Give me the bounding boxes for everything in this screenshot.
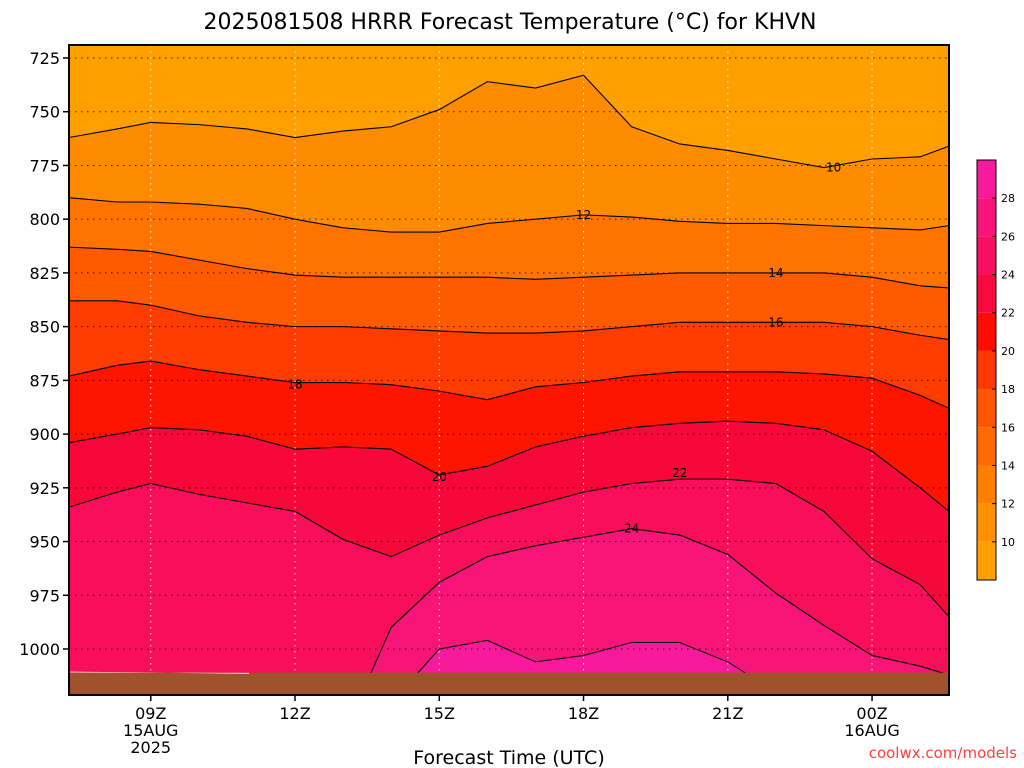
x-tick-label: 2025: [130, 738, 171, 757]
y-tick-label: 750: [29, 103, 60, 122]
isotherm-label-24: 24: [624, 522, 639, 536]
colorbar-frame: [976, 159, 997, 581]
x-tick-label: 18Z: [568, 704, 599, 723]
x-tick-label: 12Z: [279, 704, 310, 723]
ground-strip: [69, 671, 949, 695]
colorbar-tick-label: 10: [1001, 536, 1015, 549]
colorbar-tick-label: 24: [1001, 269, 1015, 282]
svg-text:14: 14: [768, 266, 783, 280]
x-tick-label: 16AUG: [844, 721, 899, 740]
isotherm-label-12: 12: [576, 208, 591, 222]
credit-text: coolwx.com/models: [869, 744, 1017, 762]
isotherm-labels: 10 12 14 16 18 20 22 24: [287, 161, 841, 536]
y-tick-label: 900: [29, 425, 60, 444]
y-tick-label: 1000: [19, 640, 60, 659]
x-tick-label: 00Z: [856, 704, 887, 723]
y-tick-label: 800: [29, 210, 60, 229]
x-tick-label: 15AUG: [123, 721, 178, 740]
colorbar-segment: [977, 427, 996, 466]
x-tick-label: 21Z: [712, 704, 743, 723]
y-tick-label: 775: [29, 156, 60, 175]
svg-text:16: 16: [768, 315, 783, 329]
ground-fill: [69, 672, 949, 695]
colorbar-tick-label: 26: [1001, 230, 1015, 243]
colorbar-segment: [977, 389, 996, 428]
isotherm-label-16: 16: [768, 315, 783, 329]
colorbar-tick-label: 20: [1001, 345, 1015, 358]
svg-text:10: 10: [826, 161, 841, 175]
isotherm-line-14: [69, 246, 949, 289]
isotherm-line-16: [69, 300, 949, 341]
isotherm-label-10: 10: [826, 161, 841, 175]
colorbar-segment: [977, 541, 996, 580]
svg-text:22: 22: [672, 466, 687, 480]
colorbar-segment: [977, 350, 996, 390]
isotherm-label-14: 14: [768, 266, 783, 280]
plot-frame: [68, 44, 950, 696]
colorbar-segment: [977, 160, 996, 199]
y-tick-label: 950: [29, 533, 60, 552]
svg-text:18: 18: [287, 378, 302, 392]
ground-edge: [69, 671, 249, 674]
svg-text:24: 24: [624, 522, 639, 536]
x-axis-label: Forecast Time (UTC): [413, 747, 604, 768]
y-axis: 725 750 775 800 825 850 875 900 925 950 975 1000: [19, 49, 69, 659]
isotherm-label-20: 20: [432, 470, 447, 484]
isotherm-line-10: [69, 74, 949, 169]
isotherm-line-24: [360, 528, 949, 695]
colorbar-segment: [977, 198, 996, 237]
x-tick-label: 09Z: [135, 704, 166, 723]
isotherm-line-20: [69, 420, 949, 512]
plot-area: [69, 45, 949, 695]
colorbar-tick-label: 16: [1001, 421, 1015, 434]
colorbar-tick-label: 18: [1001, 383, 1015, 396]
svg-text:12: 12: [576, 208, 591, 222]
y-tick-label: 925: [29, 479, 60, 498]
x-tick-label: 15Z: [424, 704, 455, 723]
colorbar-segment: [977, 503, 996, 542]
isotherm-label-18: 18: [287, 378, 302, 392]
isotherm-line-22: [69, 478, 949, 618]
isotherm-lines: [69, 74, 949, 695]
chart-title: 2025081508 HRRR Forecast Temperature (°C…: [203, 10, 816, 35]
colorbar-tick-label: 22: [1001, 307, 1015, 320]
colorbar-segment: [977, 312, 996, 351]
y-tick-label: 850: [29, 318, 60, 337]
colorbar-segment: [977, 236, 996, 275]
colorbar-segment: [977, 274, 996, 313]
colorbar-tick-label: 12: [1001, 498, 1015, 511]
y-tick-label: 725: [29, 49, 60, 68]
isotherm-line-18: [69, 360, 949, 409]
colorbar-tick-label: 14: [1001, 459, 1015, 472]
y-tick-label: 875: [29, 371, 60, 390]
svg-text:20: 20: [432, 470, 447, 484]
colorbar: 10 12 14 16 18 20 22 24 26 28: [976, 159, 1015, 581]
colorbar-tick-label: 28: [1001, 192, 1015, 205]
y-tick-label: 825: [29, 264, 60, 283]
y-tick-label: 975: [29, 586, 60, 605]
isotherm-line-12: [69, 197, 949, 233]
colorbar-segment: [977, 465, 996, 504]
isotherm-label-22: 22: [672, 466, 687, 480]
